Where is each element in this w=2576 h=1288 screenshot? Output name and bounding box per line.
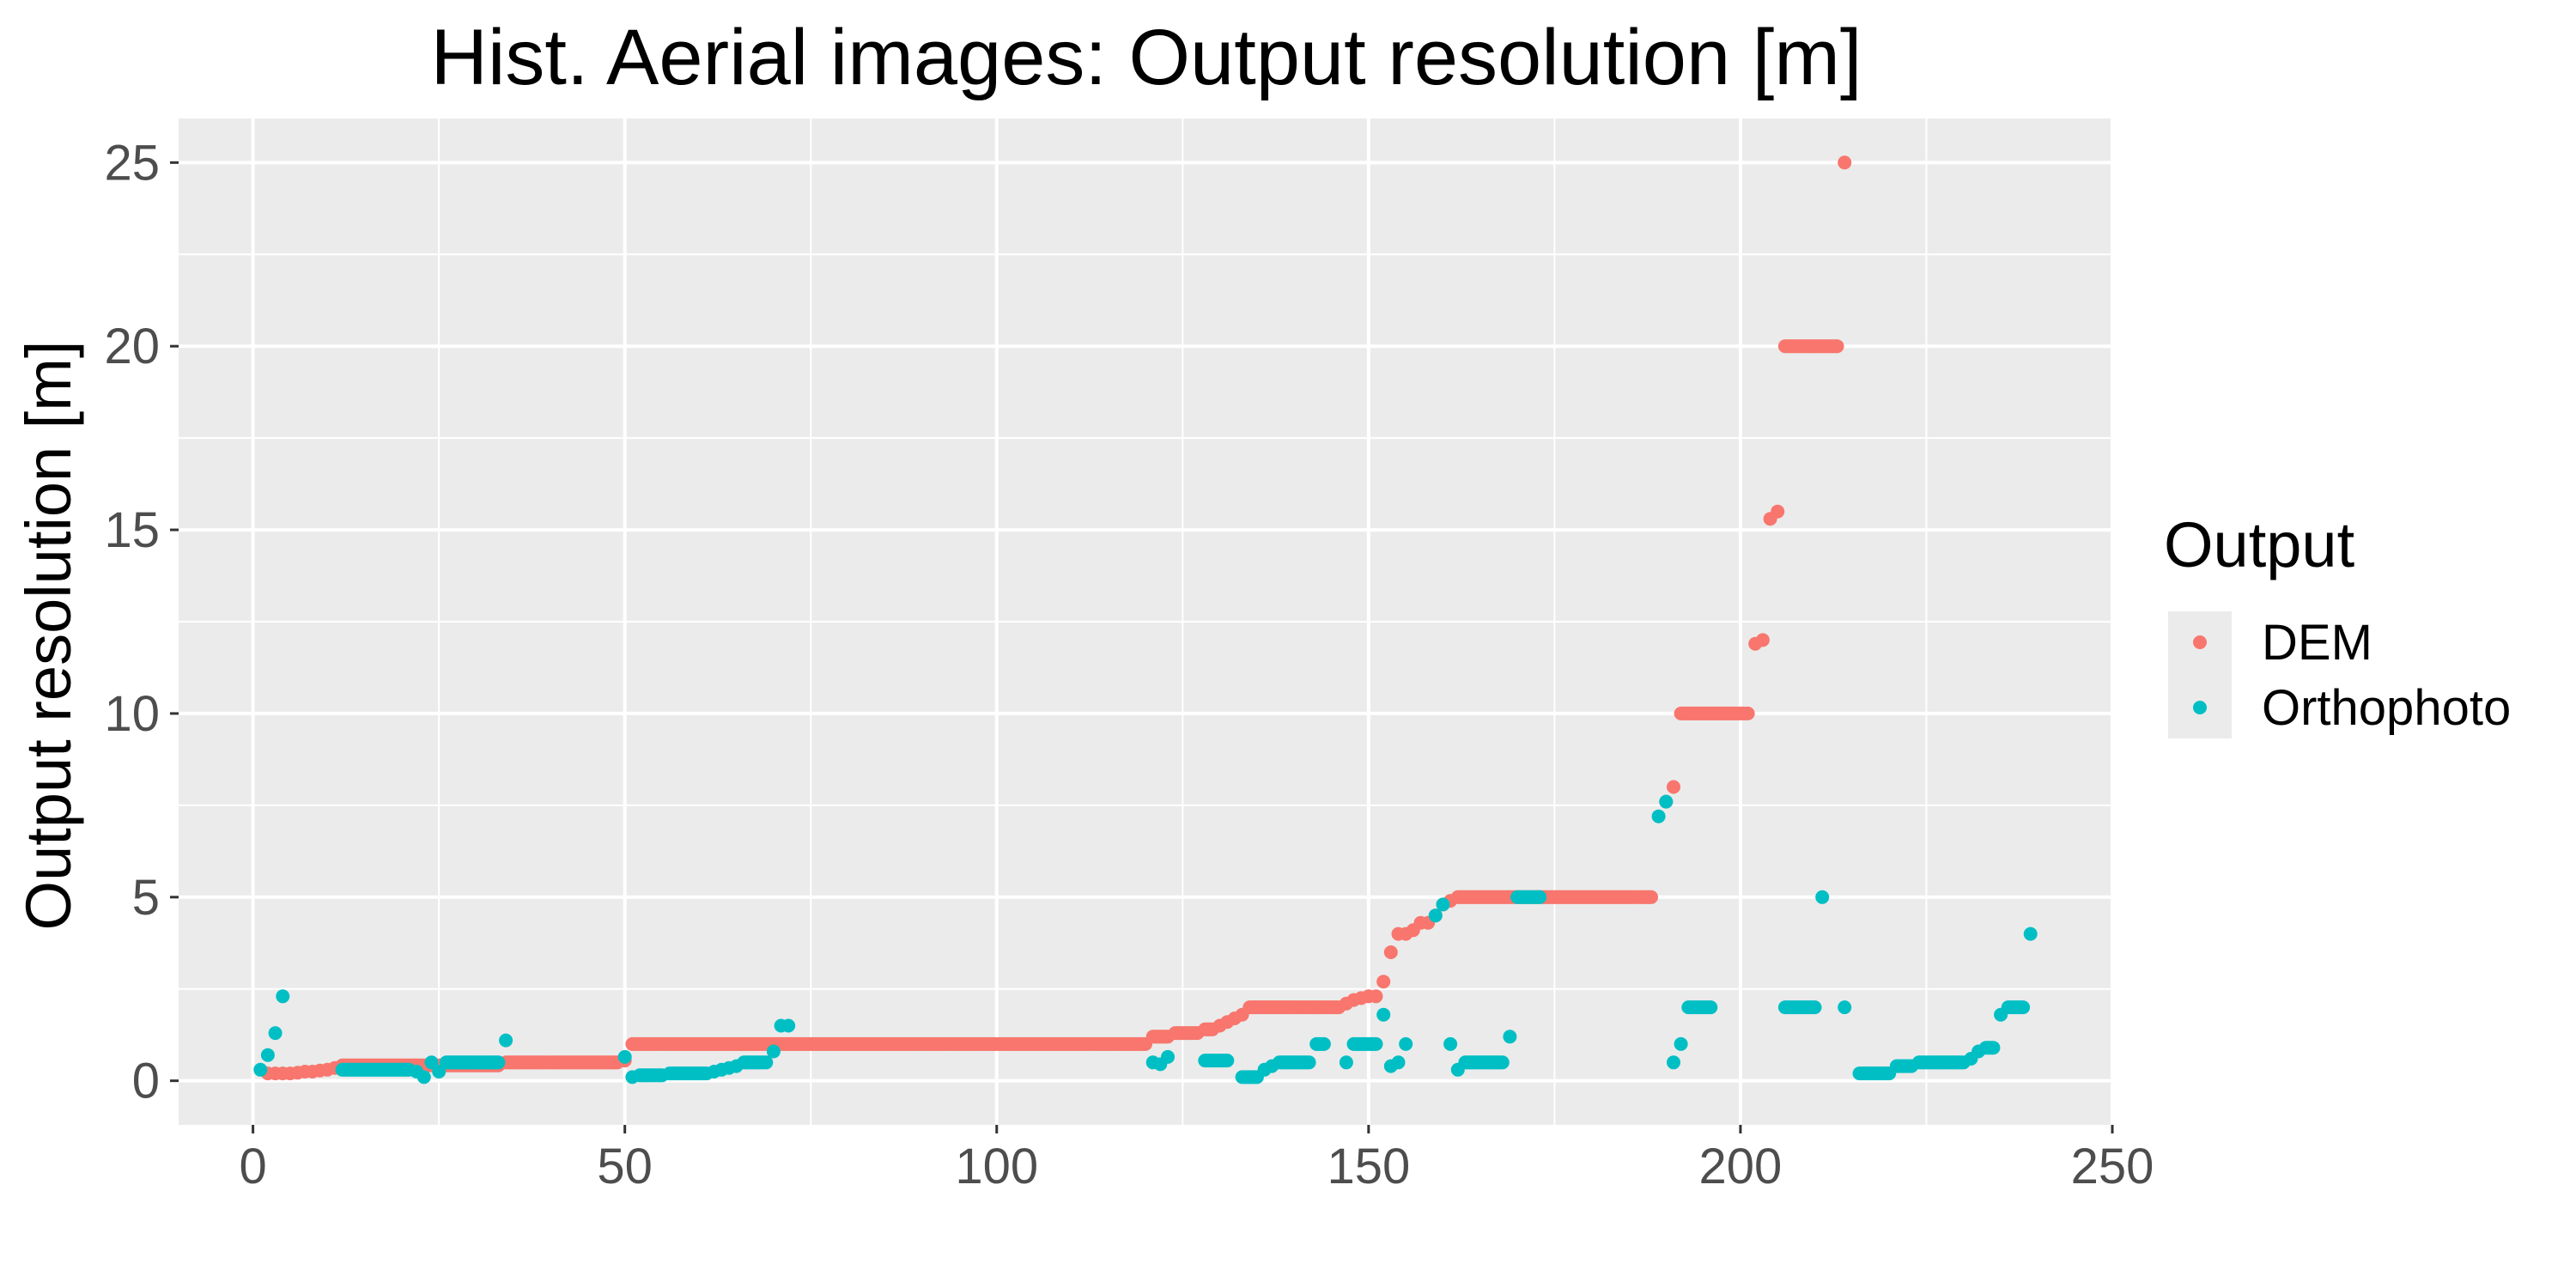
axis-ticks: 0 50 100 150 200 250 0 5 10 15 20 25	[104, 135, 2154, 1194]
data-point	[1644, 890, 1658, 904]
data-point	[1376, 1007, 1391, 1022]
data-point	[766, 1044, 781, 1059]
data-point	[1651, 809, 1666, 823]
data-point	[1771, 504, 1785, 519]
y-tick-label: 10	[104, 686, 160, 742]
data-point	[1443, 1036, 1458, 1051]
x-tick-label: 250	[2071, 1139, 2154, 1194]
x-tick-label: 100	[955, 1139, 1038, 1194]
x-tick-label: 50	[597, 1139, 653, 1194]
data-point	[759, 1055, 774, 1070]
data-point	[1428, 908, 1443, 923]
data-point	[1161, 1049, 1175, 1064]
data-point	[1339, 1055, 1353, 1070]
data-point	[1667, 1055, 1680, 1070]
data-point	[2016, 1000, 2031, 1015]
data-point	[1495, 1055, 1510, 1070]
data-point	[268, 1026, 283, 1041]
series-orthophoto	[253, 794, 2038, 1084]
data-point	[1741, 706, 1755, 720]
data-point	[1533, 890, 1547, 904]
data-point	[1838, 155, 1852, 170]
y-axis-title: Output resolution [m]	[13, 341, 84, 931]
legend: Output DEM Orthophoto	[2164, 509, 2511, 738]
data-point	[1659, 794, 1674, 809]
data-point	[491, 1055, 506, 1070]
data-point	[1674, 1036, 1688, 1051]
legend-key-orthophoto	[2193, 701, 2207, 714]
data-point	[416, 1070, 431, 1084]
legend-key-dem	[2193, 635, 2207, 649]
data-point	[276, 989, 290, 1004]
data-point	[2023, 927, 2038, 941]
x-tick-label: 150	[1327, 1139, 1410, 1194]
legend-key-background	[2168, 611, 2232, 738]
x-tick-label: 0	[239, 1139, 266, 1194]
data-point	[1376, 975, 1391, 989]
legend-label-dem: DEM	[2262, 615, 2372, 671]
data-point	[253, 1062, 268, 1077]
chart-title: Hist. Aerial images: Output resolution […	[431, 14, 1862, 101]
y-tick-label: 15	[104, 502, 160, 558]
data-point	[781, 1018, 796, 1033]
plot-panel	[179, 118, 2114, 1125]
data-point	[1383, 945, 1398, 959]
data-point	[1391, 1055, 1406, 1070]
data-point	[1830, 339, 1844, 354]
legend-title: Output	[2164, 509, 2355, 580]
data-point	[1369, 989, 1383, 1004]
data-point	[260, 1048, 275, 1062]
data-point	[1807, 1000, 1822, 1015]
data-point	[1667, 780, 1680, 794]
data-point	[1815, 890, 1830, 904]
data-point	[1220, 1054, 1235, 1068]
data-point	[1436, 897, 1450, 912]
y-tick-label: 0	[132, 1054, 160, 1109]
data-point	[1369, 1036, 1383, 1051]
x-tick-label: 200	[1699, 1139, 1783, 1194]
data-point	[1302, 1055, 1316, 1070]
data-point	[499, 1033, 513, 1048]
data-point	[1704, 1000, 1718, 1015]
data-point	[1399, 1036, 1413, 1051]
data-point	[424, 1055, 439, 1070]
data-points	[253, 155, 2038, 1084]
legend-label-orthophoto: Orthophoto	[2262, 680, 2511, 736]
data-point	[1503, 1030, 1517, 1044]
data-point	[432, 1065, 447, 1078]
data-point	[617, 1049, 632, 1064]
y-tick-label: 20	[104, 319, 160, 374]
data-point	[1755, 633, 1770, 647]
data-point	[1316, 1036, 1331, 1051]
data-point	[1838, 1000, 1852, 1015]
data-point	[1986, 1041, 2001, 1055]
y-tick-label: 25	[104, 135, 160, 191]
y-tick-label: 5	[132, 870, 160, 926]
